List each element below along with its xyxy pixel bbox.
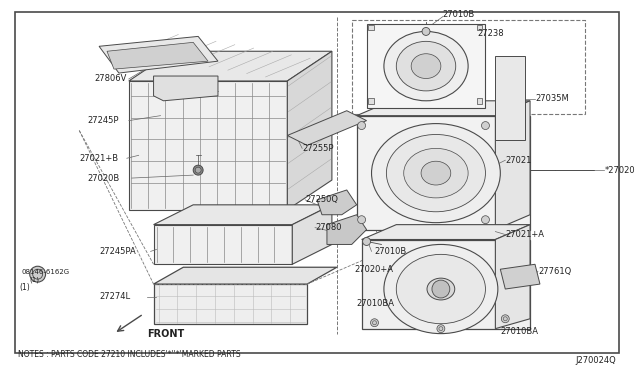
Text: 27021+B: 27021+B bbox=[79, 154, 118, 163]
Text: 08146-6162G: 08146-6162G bbox=[22, 269, 70, 275]
Text: J270024Q: J270024Q bbox=[575, 356, 616, 365]
Polygon shape bbox=[107, 42, 208, 69]
Polygon shape bbox=[317, 190, 356, 215]
Circle shape bbox=[422, 28, 430, 35]
Text: 27021: 27021 bbox=[505, 156, 532, 165]
Circle shape bbox=[358, 122, 365, 129]
Bar bbox=[367, 98, 374, 104]
Ellipse shape bbox=[384, 244, 498, 334]
Ellipse shape bbox=[396, 41, 456, 91]
Circle shape bbox=[501, 315, 509, 323]
Circle shape bbox=[193, 165, 203, 175]
Text: 27245PA: 27245PA bbox=[99, 247, 136, 256]
Polygon shape bbox=[129, 51, 332, 81]
Circle shape bbox=[481, 122, 490, 129]
Ellipse shape bbox=[387, 135, 486, 212]
Bar bbox=[477, 25, 483, 31]
Text: 27020+A: 27020+A bbox=[355, 265, 394, 274]
Polygon shape bbox=[495, 56, 525, 140]
Text: 27080: 27080 bbox=[315, 223, 342, 232]
Circle shape bbox=[363, 237, 371, 246]
Polygon shape bbox=[154, 76, 218, 101]
Polygon shape bbox=[356, 101, 530, 116]
Text: NOTES : PARTS CODE 27210 INCLUDES'*''*'MARKED PARTS: NOTES : PARTS CODE 27210 INCLUDES'*''*'M… bbox=[18, 350, 241, 359]
Text: (1): (1) bbox=[20, 283, 31, 292]
Polygon shape bbox=[287, 111, 367, 145]
Circle shape bbox=[29, 266, 45, 282]
Text: FRONT: FRONT bbox=[147, 328, 184, 339]
Polygon shape bbox=[292, 205, 332, 264]
Ellipse shape bbox=[411, 54, 441, 78]
Text: 27010BA: 27010BA bbox=[356, 299, 395, 308]
Ellipse shape bbox=[372, 124, 500, 223]
Text: 27010B: 27010B bbox=[374, 247, 407, 256]
Text: 27245P: 27245P bbox=[87, 116, 118, 125]
Polygon shape bbox=[154, 225, 292, 264]
Text: 27010B: 27010B bbox=[443, 10, 475, 19]
Text: 27238: 27238 bbox=[477, 29, 504, 38]
Polygon shape bbox=[500, 264, 540, 289]
Text: 27806V: 27806V bbox=[94, 74, 127, 83]
Text: 27274L: 27274L bbox=[99, 292, 130, 301]
Text: 27761Q: 27761Q bbox=[538, 267, 572, 276]
Ellipse shape bbox=[396, 254, 486, 324]
Polygon shape bbox=[129, 81, 287, 210]
Polygon shape bbox=[495, 225, 530, 329]
Text: (1): (1) bbox=[29, 277, 40, 283]
Bar bbox=[367, 23, 486, 108]
Polygon shape bbox=[327, 215, 367, 244]
Circle shape bbox=[358, 216, 365, 224]
Text: 27255P: 27255P bbox=[302, 144, 333, 153]
Text: 27035M: 27035M bbox=[535, 94, 569, 103]
Circle shape bbox=[371, 319, 378, 327]
Text: 27010BA: 27010BA bbox=[500, 327, 538, 336]
Polygon shape bbox=[99, 36, 218, 73]
Text: 27250Q: 27250Q bbox=[305, 195, 338, 204]
Circle shape bbox=[481, 216, 490, 224]
Circle shape bbox=[195, 167, 201, 173]
Circle shape bbox=[432, 280, 450, 298]
Bar bbox=[362, 240, 530, 329]
Polygon shape bbox=[154, 267, 337, 284]
Polygon shape bbox=[362, 225, 530, 240]
Text: 27021+A: 27021+A bbox=[505, 230, 544, 239]
Ellipse shape bbox=[384, 32, 468, 101]
Text: 27020B: 27020B bbox=[87, 174, 120, 183]
Bar bbox=[477, 98, 483, 104]
Circle shape bbox=[437, 325, 445, 333]
Polygon shape bbox=[495, 101, 530, 230]
Polygon shape bbox=[287, 51, 332, 210]
Ellipse shape bbox=[427, 278, 455, 300]
Polygon shape bbox=[154, 284, 307, 324]
Bar bbox=[367, 25, 374, 31]
Polygon shape bbox=[154, 205, 332, 225]
Bar bbox=[356, 116, 530, 230]
Ellipse shape bbox=[421, 161, 451, 185]
Ellipse shape bbox=[404, 148, 468, 198]
Text: *27020: *27020 bbox=[604, 166, 635, 174]
Bar bbox=[352, 20, 584, 114]
